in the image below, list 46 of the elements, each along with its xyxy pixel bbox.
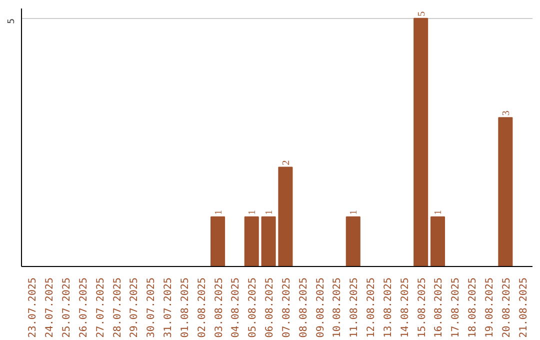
x-tick-label: 10.08.2025 xyxy=(332,277,344,338)
x-tick-label: 08.08.2025 xyxy=(298,277,310,338)
x-tick-label: 25.07.2025 xyxy=(61,277,72,338)
bar xyxy=(244,216,259,266)
x-tick-label: 16.08.2025 xyxy=(434,277,445,338)
x-tick-label: 09.08.2025 xyxy=(315,277,326,338)
bar xyxy=(430,216,446,266)
x-tick-label: 18.08.2025 xyxy=(468,277,479,338)
x-tick-label: 21.08.2025 xyxy=(518,277,530,338)
x-tick-label: 30.07.2025 xyxy=(146,277,158,338)
x-tick-label: 01.08.2025 xyxy=(180,277,191,338)
x-tick-label: 15.08.2025 xyxy=(416,277,428,338)
x-tick-label: 03.08.2025 xyxy=(214,277,225,338)
x-tick-label: 28.07.2025 xyxy=(112,277,124,338)
bar xyxy=(210,216,226,266)
x-tick-label: 26.07.2025 xyxy=(78,277,90,338)
x-tick-label: 14.08.2025 xyxy=(400,277,411,338)
data-label: 1 xyxy=(348,210,360,215)
data-label: 1 xyxy=(433,210,444,215)
data-label: 1 xyxy=(264,210,276,215)
x-tick-label: 29.07.2025 xyxy=(129,277,140,338)
x-tick-label: 23.07.2025 xyxy=(28,277,39,338)
x-tick-label: 17.08.2025 xyxy=(450,277,462,338)
bar xyxy=(261,216,276,266)
x-tick-label: 12.08.2025 xyxy=(366,277,378,338)
x-tick-label: 19.08.2025 xyxy=(484,277,496,338)
x-tick-label: 07.08.2025 xyxy=(281,277,292,338)
bar xyxy=(414,18,428,266)
x-tick-label: 20.08.2025 xyxy=(501,277,512,338)
x-tick-label: 02.08.2025 xyxy=(196,277,208,338)
x-tick-label: 04.08.2025 xyxy=(230,277,242,338)
bar xyxy=(346,216,360,266)
data-label: 3 xyxy=(500,110,512,116)
x-tick-label: 31.07.2025 xyxy=(163,277,174,338)
x-tick-label: 05.08.2025 xyxy=(248,277,259,338)
x-tick-label: 11.08.2025 xyxy=(349,277,360,338)
data-label: 1 xyxy=(213,210,224,215)
data-label: 5 xyxy=(416,11,428,16)
x-tick-label: 27.07.2025 xyxy=(95,277,106,338)
bar xyxy=(278,166,293,266)
x-tick-label: 13.08.2025 xyxy=(382,277,394,338)
bar xyxy=(498,117,513,266)
x-tick-label: 06.08.2025 xyxy=(264,277,276,338)
x-tick-label: 24.07.2025 xyxy=(44,277,56,338)
data-label: 1 xyxy=(247,210,258,215)
data-label: 2 xyxy=(280,160,292,166)
